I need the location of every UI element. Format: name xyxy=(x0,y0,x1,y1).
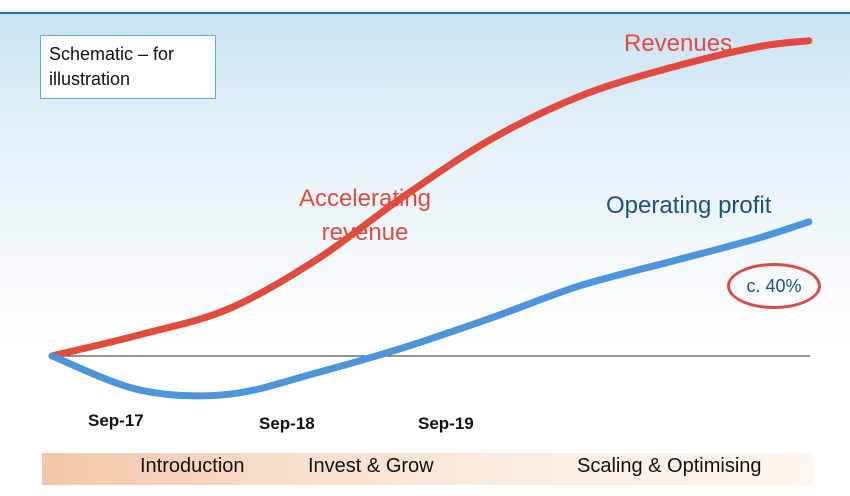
phase-invest-grow: Invest & Grow xyxy=(308,455,434,477)
revenues-label: Revenues xyxy=(624,30,733,57)
x-tick-sep17: Sep-17 xyxy=(88,411,144,430)
accelerating-revenue-annotation: Accelerating revenue xyxy=(298,185,432,246)
top-rule xyxy=(0,12,850,14)
phase-scaling-optimising: Scaling & Optimising xyxy=(577,455,762,477)
operating-profit-label: Operating profit xyxy=(606,192,772,219)
phase-bar xyxy=(42,453,814,485)
x-tick-sep18: Sep-18 xyxy=(259,414,315,433)
revenues-line xyxy=(48,37,813,360)
phase-introduction: Introduction xyxy=(140,455,245,477)
margin-badge: c. 40% xyxy=(727,263,821,309)
operating-profit-line xyxy=(48,218,813,400)
x-tick-sep19: Sep-19 xyxy=(418,414,474,433)
schematic-note: Schematic – for illustration xyxy=(40,35,216,99)
